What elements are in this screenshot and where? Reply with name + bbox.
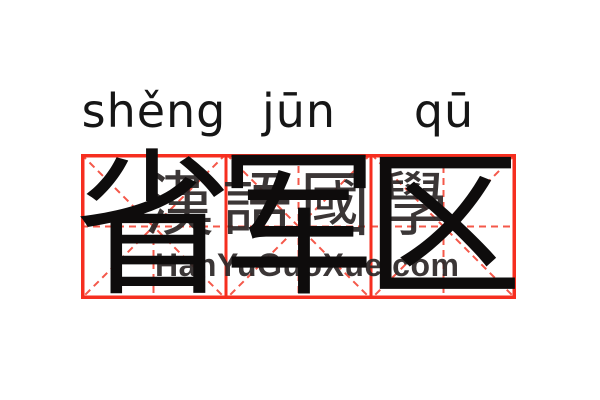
mizige-grid [81, 154, 516, 299]
pinyin-syllable-sheng: shěng [81, 84, 227, 138]
hanzi-character-jun: 军 [219, 134, 378, 319]
mizige-cell-2 [225, 154, 372, 299]
hanzi-character-sheng: 省 [74, 134, 233, 319]
grid-outer-border [81, 154, 516, 299]
hanzi-character-qu: 区 [364, 134, 523, 319]
watermark-cjk: 漢語國學 [144, 164, 456, 246]
pinyin-syllable-jun: jūn [261, 84, 337, 138]
pinyin-syllable-qu: qū [413, 84, 475, 138]
watermark-latin: HanYuGuoXue.com [155, 247, 460, 283]
mizige-cell-3 [370, 154, 516, 299]
mizige-cell-1 [81, 154, 227, 299]
